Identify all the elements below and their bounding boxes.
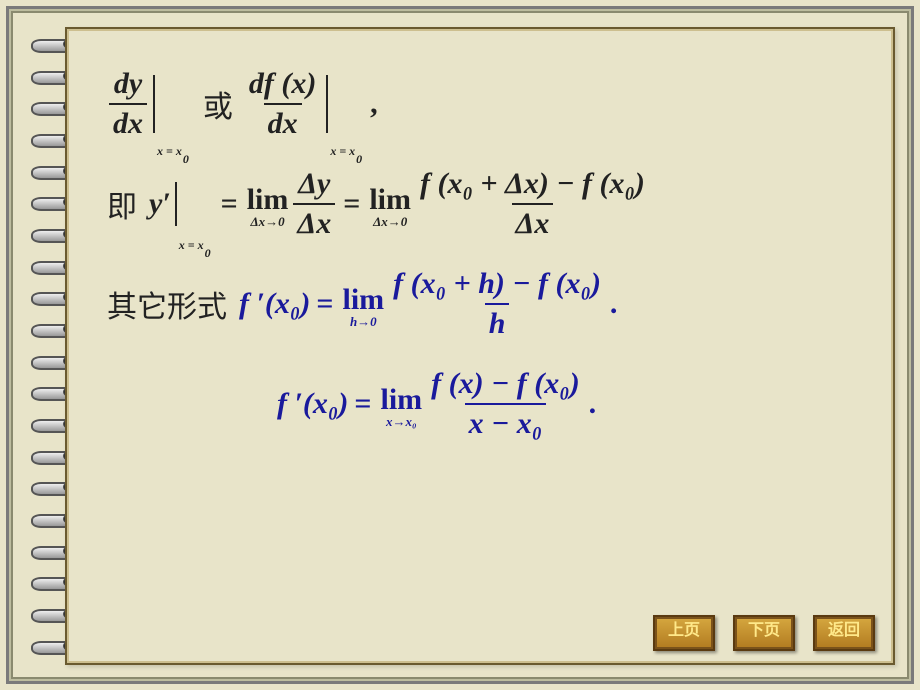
formula-line-2: 即 y′ x = x0 = lim Δx→0 Δy Δx [107, 167, 863, 241]
frac-rhs: f (x₀ + Δx) − f (x₀) Δx [416, 167, 649, 241]
lim-sub: Δx→0 [373, 215, 407, 228]
period: . [611, 287, 619, 321]
spiral-ring [31, 259, 69, 273]
spiral-ring [31, 164, 69, 178]
eval-bar [326, 75, 328, 133]
frac-h: f (x₀ + h) − f (x₀) h [389, 267, 605, 341]
yprime: y′ [149, 187, 171, 221]
back-button[interactable]: 返回 [813, 615, 875, 651]
lim-sub: Δx→0 [250, 215, 284, 228]
period: . [590, 387, 598, 421]
expr-h-form: f ′(x₀) = lim h→0 f (x₀ + h) − f (x₀) h … [239, 267, 618, 341]
sub-0: 0 [356, 152, 362, 166]
spiral-ring [31, 449, 69, 463]
spiral-ring [31, 607, 69, 621]
spiral-ring [31, 417, 69, 431]
label-other: 其它形式 [107, 282, 227, 326]
num-h: f (x₀ + h) − f (x₀) [389, 267, 605, 303]
dy: dy [110, 67, 146, 103]
next-page-button[interactable]: 下页 [733, 615, 795, 651]
equals: = [354, 387, 371, 421]
lim: lim [380, 385, 422, 415]
lim-block: lim Δx→0 [369, 185, 411, 228]
delta-x: Δx [293, 203, 335, 241]
fprime-x0: f ′(x₀) [277, 387, 348, 421]
spiral-ring [31, 575, 69, 589]
spiral-ring [31, 354, 69, 368]
nav-buttons: 上页 下页 返回 [653, 615, 875, 651]
prev-page-button[interactable]: 上页 [653, 615, 715, 651]
rhs-den: Δx [512, 203, 554, 241]
lim: lim [369, 185, 411, 215]
formula-line-3: 其它形式 f ′(x₀) = lim h→0 f (x₀ + h) − f (x… [107, 267, 863, 341]
dx: dx [264, 103, 302, 141]
equals: = [316, 287, 333, 321]
page-area: dy dx x = x0 或 df (x) dx x = x0 [65, 27, 895, 665]
den-h: h [485, 303, 510, 341]
sub-0: 0 [205, 246, 211, 260]
spiral-ring [31, 544, 69, 558]
frac-dy-dx: Δy Δx [293, 167, 335, 241]
spiral-ring [31, 69, 69, 83]
dfx: df (x) [245, 67, 320, 103]
expr-limit-def: y′ x = x0 = lim Δx→0 Δy Δx = [149, 167, 651, 241]
frac-dydx: dy dx [109, 67, 147, 141]
spiral-ring [31, 100, 69, 114]
lim: lim [247, 185, 289, 215]
spiral-ring [31, 322, 69, 336]
frac-x: f (x) − f (x₀) x − x₀ [427, 367, 584, 441]
spiral-ring [31, 37, 69, 51]
rhs-num: f (x₀ + Δx) − f (x₀) [416, 167, 649, 203]
den-x: x − x₀ [465, 403, 547, 441]
spiral-ring [31, 227, 69, 241]
frac-dfdx: df (x) dx [245, 67, 320, 141]
spiral-ring [31, 385, 69, 399]
spiral-ring [31, 639, 69, 653]
eval-sub: x = x0 [330, 144, 362, 159]
spiral-ring [31, 195, 69, 209]
fprime-x0: f ′(x₀) [239, 287, 310, 321]
dx: dx [109, 103, 147, 141]
lim: lim [342, 285, 384, 315]
lim-sub: h→0 [350, 315, 377, 328]
equals: = [221, 187, 238, 221]
eval-bar [153, 75, 155, 133]
content: dy dx x = x0 或 df (x) dx x = x0 [107, 67, 863, 467]
lim-block: lim x→x₀ [380, 385, 422, 428]
formula-line-4: f ′(x₀) = lim x→x₀ f (x) − f (x₀) x − x₀… [277, 367, 863, 441]
label-ji: 即 [107, 182, 137, 226]
spiral-ring [31, 512, 69, 526]
formula-line-1: dy dx x = x0 或 df (x) dx x = x0 [107, 67, 863, 141]
spiral-ring [31, 290, 69, 304]
sub-xx: x = x [179, 238, 204, 252]
outer-frame: dy dx x = x0 或 df (x) dx x = x0 [6, 6, 914, 684]
eval-sub: x = x0 [179, 238, 211, 253]
equals: = [343, 187, 360, 221]
sub-0: 0 [183, 152, 189, 166]
lim-block: lim Δx→0 [247, 185, 289, 228]
lim-sub: x→x₀ [386, 415, 417, 428]
sub-xx: x = x [157, 144, 182, 158]
expr-x-form: f ′(x₀) = lim x→x₀ f (x) − f (x₀) x − x₀… [277, 367, 597, 441]
expr-dydx: dy dx x = x0 或 df (x) dx x = x0 [107, 67, 378, 141]
comma: , [370, 87, 378, 121]
eval-sub: x = x0 [157, 144, 189, 159]
delta-y: Δy [294, 167, 334, 203]
spiral-ring [31, 132, 69, 146]
label-or: 或 [203, 82, 233, 126]
eval-bar [175, 182, 177, 226]
spiral-ring [31, 480, 69, 494]
num-x: f (x) − f (x₀) [427, 367, 584, 403]
sub-xx: x = x [330, 144, 355, 158]
lim-block: lim h→0 [342, 285, 384, 328]
